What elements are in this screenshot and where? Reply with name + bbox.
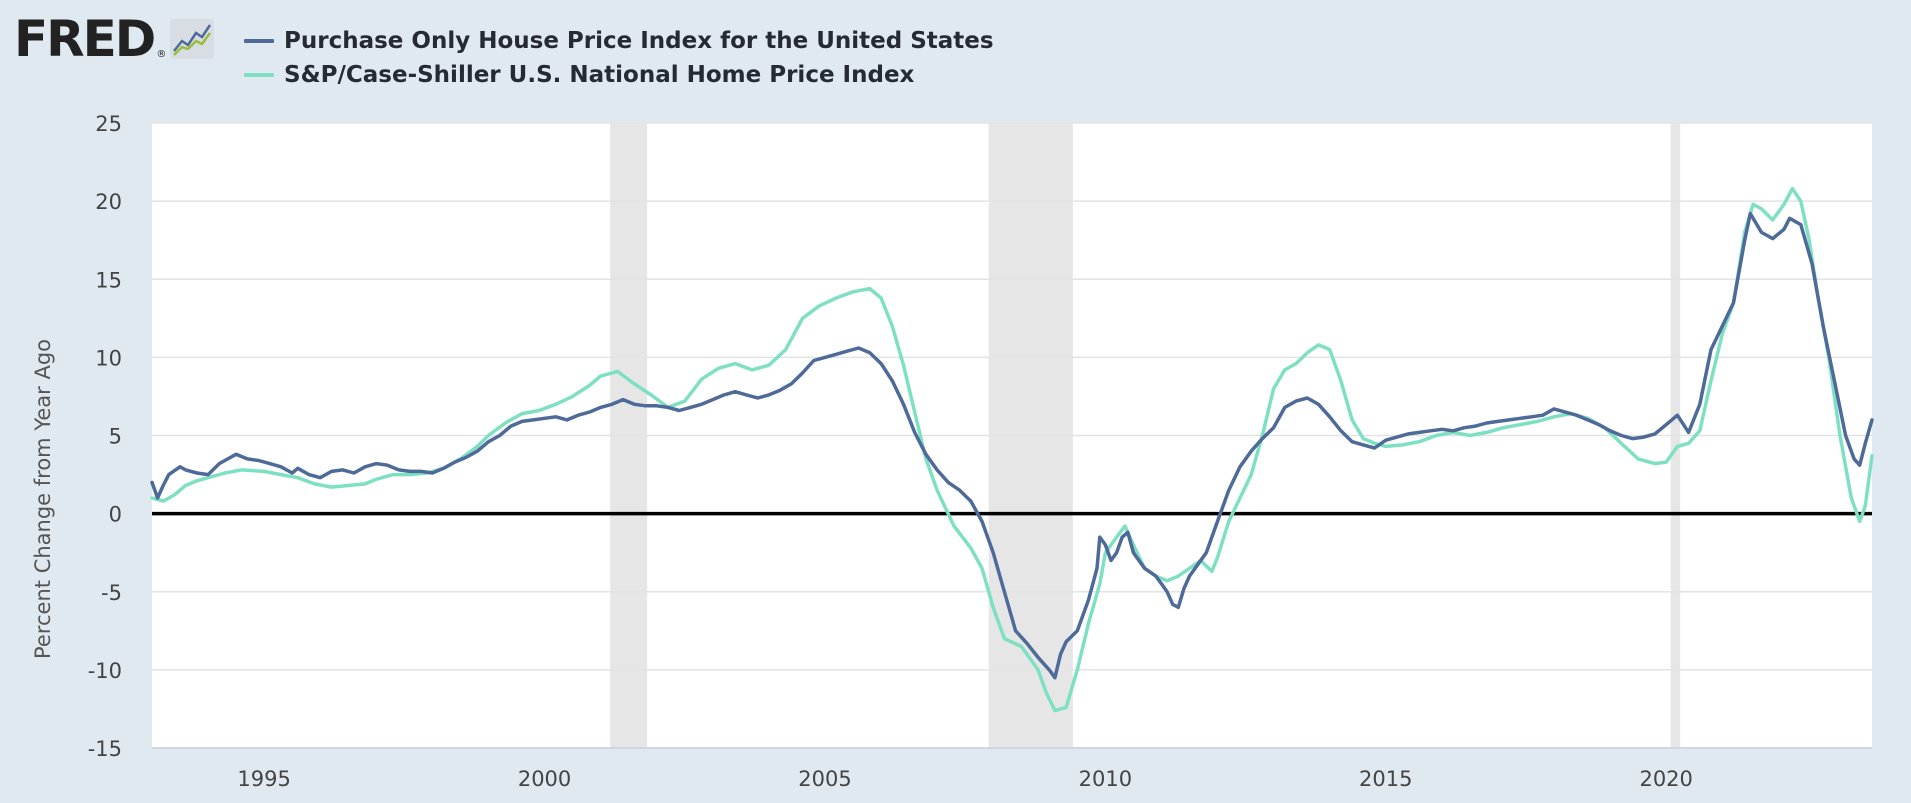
legend-label: S&P/Case-Shiller U.S. National Home Pric… [284,62,915,88]
y-axis-label: Percent Change from Year Ago [31,339,55,659]
registered-mark: ® [156,49,167,60]
y-tick-label: 10 [95,346,122,370]
series-line-case-shiller [150,186,1874,713]
legend-item-purchase-only[interactable]: Purchase Only House Price Index for the … [244,24,994,58]
chart-legend: Purchase Only House Price Index for the … [244,24,994,92]
y-tick-label: 0 [109,503,122,527]
chart-logo-icon [170,19,215,59]
y-tick-label: 15 [95,268,122,292]
fred-logo[interactable]: FRED ® [14,10,215,68]
series-line-purchase-only [150,211,1874,680]
x-tick-label: 2020 [1639,767,1692,791]
legend-item-case-shiller[interactable]: S&P/Case-Shiller U.S. National Home Pric… [244,58,994,92]
x-tick-label: 2000 [518,767,571,791]
y-tick-label: -5 [101,581,122,605]
y-tick-label: -10 [88,659,122,683]
x-tick-label: 2015 [1359,767,1412,791]
y-tick-label: -15 [88,737,122,761]
legend-label: Purchase Only House Price Index for the … [284,28,994,54]
y-tick-label: 25 [95,112,122,136]
x-tick-label: 2005 [798,767,851,791]
legend-swatch [244,73,274,77]
y-tick-label: 5 [109,425,122,449]
y-tick-label: 20 [95,190,122,214]
legend-swatch [244,39,274,43]
logo-text: FRED [14,10,156,68]
x-tick-label: 2010 [1079,767,1132,791]
x-tick-label: 1995 [237,767,290,791]
